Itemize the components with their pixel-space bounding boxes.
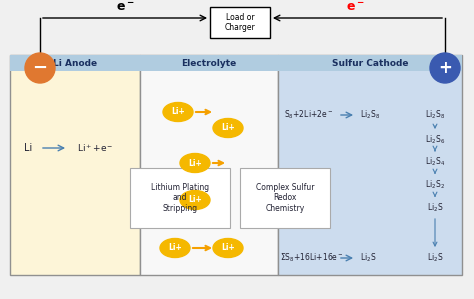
Text: Li+: Li+ [221, 243, 235, 252]
Text: Li$_2$S$_8$: Li$_2$S$_8$ [425, 109, 445, 121]
Text: Li: Li [24, 143, 32, 153]
Text: Load or
Charger: Load or Charger [225, 13, 255, 32]
Ellipse shape [163, 103, 193, 121]
Text: Li$_2$S: Li$_2$S [427, 202, 443, 214]
Text: Sulfur Cathode: Sulfur Cathode [332, 59, 408, 68]
Text: Li$_2$S: Li$_2$S [427, 252, 443, 264]
Text: Li$_2$S$_4$: Li$_2$S$_4$ [425, 156, 445, 168]
Bar [10, 55, 140, 71]
Bar [140, 55, 278, 275]
Ellipse shape [160, 239, 190, 257]
Bar [10, 55, 140, 275]
Text: Li$^+$+e$^-$: Li$^+$+e$^-$ [77, 142, 113, 154]
Ellipse shape [213, 118, 243, 138]
Text: Li+: Li+ [188, 158, 202, 167]
Text: Lithium Plating
and
Stripping: Lithium Plating and Stripping [151, 183, 209, 213]
Bar [240, 168, 330, 228]
Text: +: + [438, 59, 452, 77]
Text: Li+: Li+ [168, 243, 182, 252]
Text: $\Sigma$S$_8$+16Li+16e$^-$: $\Sigma$S$_8$+16Li+16e$^-$ [280, 252, 344, 264]
Text: S$_8$+2Li+2e$^-$: S$_8$+2Li+2e$^-$ [284, 109, 333, 121]
Ellipse shape [180, 190, 210, 210]
Ellipse shape [180, 153, 210, 173]
Text: −: − [32, 59, 47, 77]
Text: Li+: Li+ [221, 123, 235, 132]
Text: Complex Sulfur
Redox
Chemistry: Complex Sulfur Redox Chemistry [256, 183, 314, 213]
Text: $\mathbf{e^-}$: $\mathbf{e^-}$ [346, 1, 365, 14]
Bar [140, 55, 278, 71]
Text: Li+: Li+ [171, 108, 185, 117]
Text: Li$_2$S: Li$_2$S [360, 252, 376, 264]
Text: Li$_2$S$_6$: Li$_2$S$_6$ [425, 134, 445, 146]
Text: Li+: Li+ [188, 196, 202, 205]
Text: Electrolyte: Electrolyte [182, 59, 237, 68]
Circle shape [25, 53, 55, 83]
Bar [278, 55, 462, 71]
Text: Li Anode: Li Anode [53, 59, 97, 68]
Circle shape [430, 53, 460, 83]
Ellipse shape [213, 239, 243, 257]
Bar [210, 7, 270, 38]
Text: $\mathbf{e^-}$: $\mathbf{e^-}$ [116, 1, 134, 14]
Bar [130, 168, 230, 228]
Text: Li$_2$S$_8$: Li$_2$S$_8$ [360, 109, 380, 121]
Bar [278, 55, 462, 275]
Text: Li$_2$S$_2$: Li$_2$S$_2$ [425, 179, 445, 191]
